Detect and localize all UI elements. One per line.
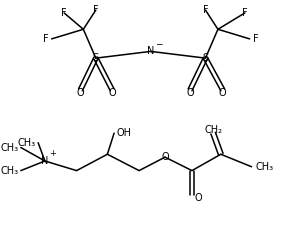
Text: O: O bbox=[161, 152, 169, 162]
Text: CH₃: CH₃ bbox=[17, 138, 35, 148]
Text: CH₃: CH₃ bbox=[1, 166, 19, 176]
Text: F: F bbox=[242, 8, 248, 18]
Text: F: F bbox=[43, 34, 49, 44]
Text: S: S bbox=[202, 53, 208, 63]
Text: CH₂: CH₂ bbox=[204, 125, 222, 135]
Text: O: O bbox=[108, 88, 116, 98]
Text: O: O bbox=[195, 193, 203, 203]
Text: −: − bbox=[155, 39, 163, 48]
Text: F: F bbox=[203, 5, 208, 15]
Text: OH: OH bbox=[117, 128, 132, 138]
Text: O: O bbox=[219, 88, 227, 98]
Text: O: O bbox=[77, 88, 84, 98]
Text: CH₃: CH₃ bbox=[1, 143, 19, 152]
Text: F: F bbox=[253, 34, 258, 44]
Text: O: O bbox=[186, 88, 194, 98]
Text: F: F bbox=[61, 8, 67, 18]
Text: N: N bbox=[147, 46, 154, 56]
Text: S: S bbox=[93, 53, 99, 63]
Text: N: N bbox=[41, 156, 49, 166]
Text: +: + bbox=[49, 149, 56, 158]
Text: F: F bbox=[93, 5, 99, 15]
Text: CH₃: CH₃ bbox=[255, 162, 274, 172]
